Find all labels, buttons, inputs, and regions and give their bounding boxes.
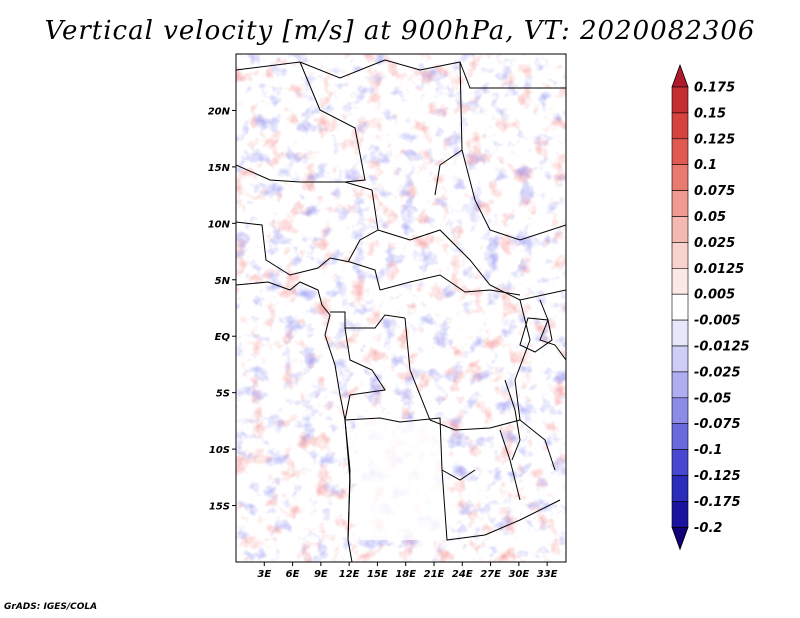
- colorbar-label: -0.2: [694, 521, 722, 536]
- map-frame: [235, 53, 567, 563]
- coastline: [236, 281, 553, 562]
- colorbar-swatch: [671, 164, 689, 191]
- lon-tick-label: 18E: [395, 569, 416, 580]
- colorbar-label: 0.1: [694, 158, 717, 173]
- colorbar-bottom-arrow: [671, 526, 689, 551]
- colorbar-label: 0.05: [694, 210, 726, 225]
- colorbar-label: -0.075: [694, 417, 741, 432]
- lon-tick-label: 30E: [508, 569, 529, 580]
- calm-region: [355, 418, 448, 540]
- lon-tick-label: 3E: [257, 569, 271, 580]
- country-borders: [236, 59, 566, 541]
- colorbar-label: 0.025: [694, 236, 735, 251]
- lat-tick-label: 15S: [209, 502, 230, 513]
- lat-tick-label: EQ: [215, 332, 231, 343]
- colorbar-label: -0.05: [694, 391, 731, 406]
- colorbar-label: 0.0125: [694, 262, 744, 277]
- colorbar-swatch: [671, 190, 689, 217]
- colorbar-swatch: [671, 112, 689, 140]
- colorbar-top-arrow: [671, 63, 689, 88]
- colorbar-label: 0.125: [694, 132, 735, 147]
- colorbar-label: 0.005: [694, 288, 735, 303]
- lat-tick-label: 10S: [209, 445, 230, 456]
- lon-tick-label: 24E: [452, 569, 473, 580]
- map-title: Vertical velocity [m/s] at 900hPa, VT: 2…: [44, 16, 756, 46]
- colorbar-label: -0.175: [694, 495, 741, 510]
- colorbar-label: 0.175: [694, 81, 735, 96]
- lon-tick-label: 15E: [367, 569, 388, 580]
- colorbar-swatch: [671, 371, 689, 399]
- colorbar-label: -0.005: [694, 314, 741, 329]
- colorbar-swatch: [671, 501, 689, 528]
- lat-tick-label: 10N: [208, 219, 231, 230]
- lon-tick-label: 27E: [480, 569, 501, 580]
- latitude-axis: 20N 15N 10N 5N EQ 5S 10S 15S: [208, 106, 236, 513]
- colorbar-label: -0.0125: [694, 340, 750, 355]
- colorbar-swatch: [671, 449, 689, 476]
- colorbar-swatch: [671, 267, 689, 295]
- lat-tick-label: 15N: [208, 163, 231, 174]
- longitude-axis: 3E 6E 9E 12E 15E 18E 21E 24E 27E 30E 33E: [257, 562, 558, 580]
- colorbar-swatch: [671, 345, 689, 373]
- lon-tick-label: 9E: [314, 569, 328, 580]
- grads-credit: GrADS: IGES/COLA: [4, 602, 98, 612]
- colorbar-swatch: [671, 138, 689, 166]
- colorbar-swatch: [671, 242, 689, 269]
- colorbar-label: -0.1: [694, 443, 722, 458]
- colorbar-swatch: [671, 293, 689, 321]
- lon-tick-label: 33E: [537, 569, 558, 580]
- colorbar-swatch: [671, 319, 689, 347]
- lon-tick-label: 6E: [286, 569, 300, 580]
- colorbar-swatch: [671, 86, 689, 114]
- colorbar-swatch: [671, 216, 689, 243]
- colorbar-label: -0.125: [694, 469, 741, 484]
- colorbar-swatch: [671, 397, 689, 424]
- colorbar-label: -0.025: [694, 365, 741, 380]
- map-plot-area: [235, 53, 567, 563]
- colorbar: 0.175 0.15 0.125 0.1 0.075 0.05 0.025 0.0125 0.0…: [671, 63, 750, 551]
- colorbar-label: 0.075: [694, 184, 735, 199]
- lon-tick-label: 21E: [424, 569, 445, 580]
- colorbar-swatch: [671, 423, 689, 450]
- colorbar-swatch: [671, 475, 689, 502]
- colorbar-label: 0.15: [694, 106, 726, 121]
- lat-tick-label: 5N: [215, 276, 231, 287]
- lat-tick-label: 20N: [208, 106, 231, 117]
- lon-tick-label: 12E: [339, 569, 360, 580]
- lat-tick-label: 5S: [216, 389, 230, 400]
